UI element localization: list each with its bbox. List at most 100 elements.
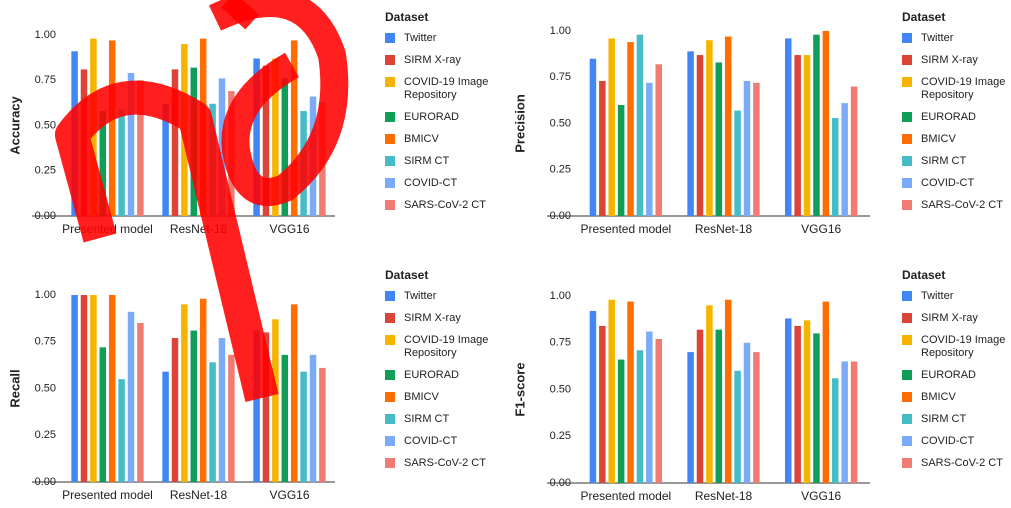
legend-item: COVID-CT xyxy=(902,435,1011,448)
y-tick-label: 0.75 xyxy=(550,71,571,83)
bar xyxy=(209,104,216,216)
legend-swatch xyxy=(385,291,395,301)
chart-panel: 0.000.250.500.751.00Presented modelResNe… xyxy=(505,258,1010,508)
y-tick-label: 1.00 xyxy=(550,290,571,302)
bar xyxy=(118,109,125,216)
bar xyxy=(753,83,760,216)
x-tick-label: Presented model xyxy=(580,222,671,236)
legend-label: SARS-CoV-2 CT xyxy=(404,457,504,470)
legend-swatch xyxy=(385,77,395,87)
legend-swatch xyxy=(385,200,395,210)
bar xyxy=(734,111,741,216)
legend-label: COVID-CT xyxy=(404,435,504,448)
legend-label: SARS-CoV-2 CT xyxy=(921,199,1011,212)
bar xyxy=(200,299,207,482)
bar xyxy=(291,304,298,482)
bar xyxy=(823,31,830,216)
legend-label: EURORAD xyxy=(921,369,1011,382)
bar xyxy=(282,355,289,482)
legend-label: BMICV xyxy=(404,391,504,404)
bar xyxy=(706,40,713,216)
page: {"chart_data": [ {"type": "bar", "y_labe… xyxy=(0,0,1011,502)
bar xyxy=(618,105,625,216)
bar xyxy=(590,311,597,483)
bar xyxy=(71,295,78,482)
legend-label: SIRM CT xyxy=(404,155,504,168)
legend-label: SIRM X-ray xyxy=(404,312,504,325)
bar xyxy=(100,347,107,482)
legend-item: SARS-CoV-2 CT xyxy=(385,457,504,470)
x-tick-label: ResNet-18 xyxy=(695,489,753,503)
legend-swatch xyxy=(902,112,912,122)
bar xyxy=(137,80,144,216)
legend-item: EURORAD xyxy=(902,369,1011,382)
legend-item: SIRM X-ray xyxy=(385,312,504,325)
legend-label: SARS-CoV-2 CT xyxy=(921,457,1011,470)
bar xyxy=(744,81,751,216)
legend: Dataset Twitter SIRM X-ray COVID-19 Image R… xyxy=(902,10,1011,221)
legend-item: BMICV xyxy=(385,391,504,404)
legend-label: Twitter xyxy=(404,290,504,303)
bar xyxy=(118,379,125,482)
bar xyxy=(81,69,88,216)
bar xyxy=(832,378,839,483)
legend-item: SIRM CT xyxy=(902,413,1011,426)
legend-item: SARS-CoV-2 CT xyxy=(902,199,1011,212)
bar xyxy=(697,55,704,216)
legend-swatch xyxy=(385,156,395,166)
legend-item: BMICV xyxy=(902,133,1011,146)
bar xyxy=(181,44,188,216)
bar xyxy=(794,55,801,216)
bar xyxy=(813,35,820,216)
x-tick-label: ResNet-18 xyxy=(170,488,228,502)
x-tick-label: ResNet-18 xyxy=(695,222,753,236)
legend-swatch xyxy=(385,414,395,424)
legend-swatch xyxy=(385,370,395,380)
legend-swatch xyxy=(902,77,912,87)
bar xyxy=(300,111,307,216)
bar xyxy=(200,39,207,216)
bar xyxy=(804,320,811,483)
bar xyxy=(263,332,270,482)
legend-item: SIRM X-ray xyxy=(902,312,1011,325)
legend-label: Twitter xyxy=(921,32,1011,45)
bar xyxy=(841,103,848,216)
y-tick-label: 0.75 xyxy=(35,336,56,348)
bar xyxy=(655,339,662,483)
legend-swatch xyxy=(385,436,395,446)
bar xyxy=(687,51,694,216)
y-tick-label: 0.50 xyxy=(35,119,56,131)
bar xyxy=(253,331,260,482)
x-tick-label: ResNet-18 xyxy=(170,222,228,236)
legend-swatch xyxy=(385,458,395,468)
legend-swatch xyxy=(902,178,912,188)
legend-label: COVID-19 Image Repository xyxy=(921,334,1011,360)
legend-swatch xyxy=(902,313,912,323)
legend-item: BMICV xyxy=(385,133,504,146)
legend-swatch xyxy=(902,134,912,144)
legend-item: SIRM CT xyxy=(385,413,504,426)
y-axis-title: Recall xyxy=(7,369,22,407)
bar xyxy=(851,361,858,483)
bar xyxy=(81,295,88,482)
bar xyxy=(753,352,760,483)
bar xyxy=(725,300,732,483)
legend-swatch xyxy=(385,134,395,144)
legend-label: SIRM X-ray xyxy=(921,54,1011,67)
bar xyxy=(841,361,848,483)
legend-label: COVID-CT xyxy=(404,177,504,190)
bar xyxy=(697,330,704,483)
legend-label: Twitter xyxy=(404,32,504,45)
legend-item: COVID-19 Image Repository xyxy=(902,76,1011,102)
bar xyxy=(209,362,216,482)
chart-panel: 0.000.250.500.751.00Presented modelResNe… xyxy=(0,258,505,508)
legend-label: SIRM CT xyxy=(921,155,1011,168)
legend-swatch xyxy=(385,335,395,345)
legend-title: Dataset xyxy=(902,10,1011,24)
bar xyxy=(100,111,107,216)
y-axis-title: F1-score xyxy=(512,362,527,416)
bar xyxy=(310,97,317,216)
bar xyxy=(716,62,723,216)
